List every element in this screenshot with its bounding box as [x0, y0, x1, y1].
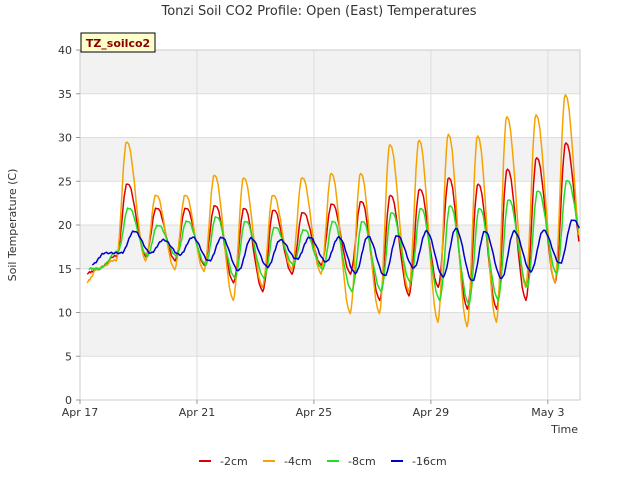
x-tick-label: Apr 25: [296, 406, 333, 419]
series-line-minus-16cm: [91, 219, 581, 282]
legend-label: -4cm: [284, 455, 312, 468]
site-badge-box: [80, 32, 156, 53]
legend-label: -2cm: [220, 455, 248, 468]
y-axis-label: Soil Temperature (C): [6, 169, 19, 282]
chart-title: Tonzi Soil CO2 Profile: Open (East) Temp…: [160, 4, 476, 19]
x-tick-label: Apr 17: [62, 406, 99, 419]
y-tick-label: 5: [65, 350, 72, 363]
site-badge-label: TZ_soilco2: [86, 37, 150, 50]
plot-background-bands: [80, 50, 580, 357]
y-tick-label: 30: [58, 132, 72, 145]
series-line-minus-4cm: [86, 94, 580, 328]
legend-label: -16cm: [412, 455, 447, 468]
y-tick-label: 0: [65, 394, 72, 407]
x-tick-label: Apr 29: [413, 406, 450, 419]
y-axis-ticks: 0 5 10 15 20 25 30 35 40: [58, 44, 80, 407]
y-tick-label: 35: [58, 88, 72, 101]
series-lines: [86, 94, 581, 328]
site-badge: TZ_soilco2: [80, 32, 156, 53]
y-tick-label: 40: [58, 44, 72, 57]
background-band: [80, 50, 580, 94]
x-axis-label: Time: [550, 423, 578, 436]
y-tick-label: 20: [58, 219, 72, 232]
legend-label: -8cm: [348, 455, 376, 468]
x-axis-ticks: Apr 17 Apr 21 Apr 25 Apr 29 May 3: [62, 400, 564, 419]
x-tick-label: Apr 21: [179, 406, 216, 419]
legend: -2cm -4cm -8cm -16cm: [199, 455, 447, 468]
y-tick-label: 25: [58, 175, 72, 188]
y-tick-label: 10: [58, 307, 72, 320]
y-tick-label: 15: [58, 263, 72, 276]
background-band: [80, 312, 580, 357]
x-tick-label: May 3: [531, 406, 564, 419]
